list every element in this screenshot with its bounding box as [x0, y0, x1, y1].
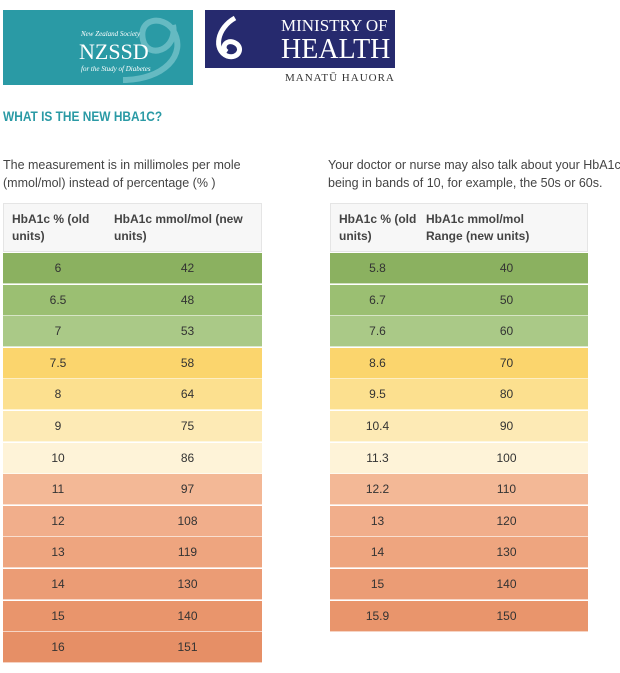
table-row: 6.5 48	[3, 284, 262, 316]
cell: 7	[54, 324, 62, 339]
cell: 58	[180, 355, 195, 370]
cell: 70	[499, 355, 514, 370]
cell: 100	[496, 450, 517, 465]
table-row: 10.4 90	[330, 411, 588, 442]
header-cell: HbA1c mmol/mol (new units)	[114, 212, 243, 243]
cell: 6.7	[369, 292, 386, 307]
cell: 11	[51, 482, 65, 497]
cell: 6	[54, 261, 62, 275]
cell: 15	[370, 577, 385, 591]
table-row: 11 97	[3, 474, 262, 506]
logo-swirl	[122, 17, 181, 83]
cell: 80	[499, 387, 514, 402]
cell: 130	[496, 545, 517, 560]
header-cell: HbA1c % (old units)	[339, 212, 417, 243]
cell: 15	[51, 608, 65, 623]
logo-text: MINISTRY OF	[281, 16, 388, 35]
cell: 97	[180, 482, 195, 497]
cell: 60	[499, 324, 514, 339]
cell: 40	[499, 261, 514, 275]
heading: WHAT IS THE NEW HBA1C?	[3, 108, 163, 124]
cell: 140	[177, 608, 198, 623]
cell: 10.4	[365, 419, 390, 433]
table-row: 5.8 40	[330, 253, 588, 284]
table-header: HbA1c % (old units) HbA1c mmol/mol Range …	[330, 203, 588, 252]
cell: 48	[180, 292, 195, 307]
cell: 12.2	[365, 482, 390, 497]
table-row: 15 140	[330, 569, 588, 600]
cell: 8.6	[369, 355, 386, 370]
logo-text: New Zealand Society	[81, 30, 141, 38]
cell: 119	[177, 545, 198, 560]
table-row: 12 108	[3, 505, 262, 537]
cell: 9	[54, 419, 62, 433]
nzssd-logo: New Zealand Society NZSSD for the Study …	[3, 10, 193, 85]
cell: 151	[177, 640, 198, 655]
cell: 64	[180, 387, 195, 402]
cell: 11.3	[366, 450, 389, 465]
logo-acronym: NZSSD	[79, 39, 149, 64]
cell: 13	[370, 513, 385, 528]
table-row: 6.7 50	[330, 284, 588, 316]
cell: 42	[180, 261, 195, 275]
cell: 53	[180, 324, 195, 339]
table-row: 7.6 60	[330, 316, 588, 348]
cell: 5.8	[369, 261, 386, 275]
cell: 14	[51, 577, 65, 591]
cell: 6.5	[49, 292, 67, 307]
table-row: 14 130	[330, 537, 588, 569]
cell: 150	[496, 608, 517, 623]
table: HbA1c % (old units) HbA1c mmol/mol Range …	[330, 203, 588, 632]
cell: 8	[54, 387, 62, 402]
cell: 110	[496, 482, 517, 497]
cell: 7.5	[49, 355, 67, 370]
table-row: 14 130	[3, 569, 262, 600]
cell: 50	[499, 292, 514, 307]
cell: 15.9	[365, 608, 390, 623]
cell: 9.5	[369, 387, 386, 402]
table-row: 9 75	[3, 411, 262, 442]
table-row: 6 42	[3, 253, 262, 284]
table-row: 13 120	[330, 505, 588, 537]
cell: 12	[51, 513, 65, 528]
table-row: 15.9 150	[330, 600, 588, 632]
cell: 140	[496, 577, 517, 591]
table-row: 8 64	[3, 379, 262, 411]
table: HbA1c % (old units) HbA1c mmol/mol (new u…	[3, 203, 262, 664]
logo-text: for the Study of Diabetes	[81, 65, 151, 73]
table-row: 11.3 100	[330, 442, 588, 474]
cell: 108	[177, 513, 198, 528]
cell: 7.6	[369, 324, 386, 339]
cell: 86	[180, 450, 195, 465]
table-row: 10 86	[3, 442, 262, 474]
table-row: 9.5 80	[330, 379, 588, 411]
cell: 130	[177, 577, 198, 591]
cell: 16	[51, 640, 65, 655]
table-row: 8.6 70	[330, 347, 588, 379]
table-row: 13 119	[3, 537, 262, 569]
cell: 14	[370, 545, 385, 560]
header-cell: HbA1c mmol/mol Range (new units)	[426, 212, 530, 243]
cell: 75	[180, 419, 195, 433]
table-row: 16 151	[3, 632, 262, 664]
cell: 13	[51, 545, 65, 560]
table-row: 7.5 58	[3, 347, 262, 379]
header-cell: HbA1c % (old units)	[12, 212, 90, 243]
paragraph: The measurement is in millimoles per mol…	[3, 158, 241, 190]
cell: 10	[51, 450, 65, 465]
ministry-logo: MINISTRY OF HEALTH	[205, 10, 395, 68]
logo-subtext: MANATŪ HAUORA	[285, 72, 395, 84]
paragraph: Your doctor or nurse may also talk about…	[328, 158, 620, 190]
table-row: 15 140	[3, 600, 262, 632]
cell: 120	[496, 513, 517, 528]
table-row: 7 53	[3, 316, 262, 348]
logo-text: HEALTH	[281, 34, 391, 65]
logo-mark	[216, 15, 242, 60]
table-header: HbA1c % (old units) HbA1c mmol/mol (new u…	[3, 203, 262, 252]
cell: 90	[499, 419, 514, 433]
table-row: 12.2 110	[330, 474, 588, 506]
